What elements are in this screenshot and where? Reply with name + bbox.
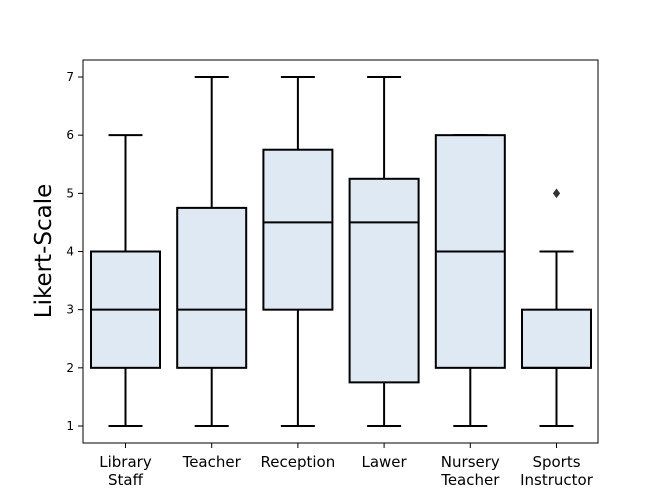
x-axis: Library Staff Teacher Reception Lawer Nursery… — [99, 443, 594, 489]
box-2 — [262, 76, 334, 427]
iqr-box-1 — [176, 206, 248, 369]
y-tick-label-2: 2 — [66, 361, 74, 375]
box-4 — [434, 134, 506, 427]
x-category-label-line: Library — [99, 453, 152, 471]
y-axis: 1 2 3 4 5 6 7 — [66, 70, 83, 433]
box-5 — [521, 188, 592, 427]
x-category-label-2: Reception — [261, 453, 336, 471]
x-category-label-3: Lawer — [361, 453, 407, 471]
x-category-label-0: Library Staff — [99, 453, 152, 489]
iqr-box-3 — [348, 177, 420, 384]
y-tick-label-5: 5 — [66, 186, 74, 200]
x-category-label-line: Lawer — [361, 453, 407, 471]
box-1 — [176, 76, 248, 427]
y-tick-label-6: 6 — [66, 128, 74, 142]
box-3 — [348, 76, 420, 427]
box-0 — [90, 134, 161, 427]
y-tick-label-4: 4 — [66, 245, 74, 259]
iqr-box-2 — [262, 148, 334, 311]
x-category-label-5: Sports Instructor — [520, 453, 594, 489]
x-category-label-line: Instructor — [520, 471, 594, 489]
outlier-5-0 — [552, 188, 561, 199]
y-tick-label-7: 7 — [66, 70, 74, 84]
x-category-label-4: Nursery Teacher — [440, 453, 500, 489]
x-category-label-line: Sports — [532, 453, 580, 471]
x-category-label-line: Nursery — [441, 453, 500, 471]
y-axis-title: Likert-Scale — [31, 184, 57, 319]
x-category-label-1: Teacher — [182, 453, 242, 471]
y-tick-label-3: 3 — [66, 303, 74, 317]
x-category-label-line: Teacher — [182, 453, 242, 471]
y-tick-label-1: 1 — [66, 419, 74, 433]
x-category-label-line: Teacher — [440, 471, 500, 489]
iqr-box-5 — [521, 308, 592, 369]
x-category-label-line: Reception — [261, 453, 336, 471]
x-category-label-line: Staff — [108, 471, 144, 489]
boxes-group — [90, 76, 592, 427]
